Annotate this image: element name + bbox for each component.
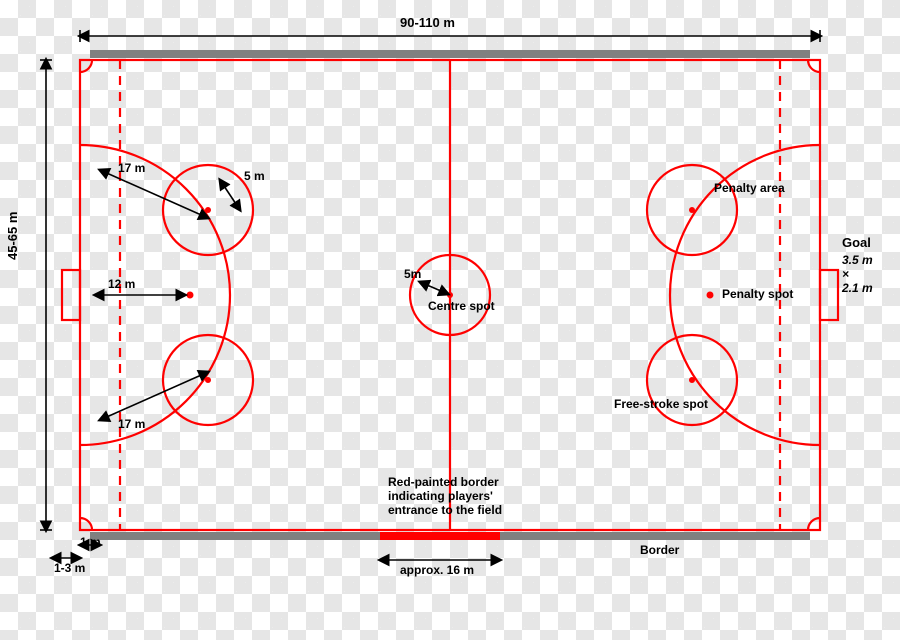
label-5: 5 m	[244, 170, 265, 184]
label-centre-5: 5m	[404, 268, 421, 282]
label-width: 90-110 m	[400, 16, 455, 31]
label-17b: 17 m	[118, 418, 145, 432]
label-1-3m: 1-3 m	[54, 562, 85, 576]
label-entrance: Red-painted border indicating players' e…	[388, 476, 528, 517]
label-goal: Goal	[842, 236, 871, 251]
label-approx16: approx. 16 m	[400, 564, 474, 578]
label-12: 12 m	[108, 278, 135, 292]
label-height: 45-65 m	[6, 212, 21, 260]
label-free-stroke: Free-stroke spot	[614, 398, 708, 412]
label-penalty-area: Penalty area	[714, 182, 785, 196]
label-penalty-spot: Penalty spot	[722, 288, 793, 302]
label-1m: 1 m	[80, 536, 101, 550]
field-diagram	[0, 0, 900, 640]
label-goal-size: 3.5 m × 2.1 m	[842, 254, 873, 295]
label-centre-spot: Centre spot	[428, 300, 495, 314]
label-17a: 17 m	[118, 162, 145, 176]
label-border: Border	[640, 544, 679, 558]
